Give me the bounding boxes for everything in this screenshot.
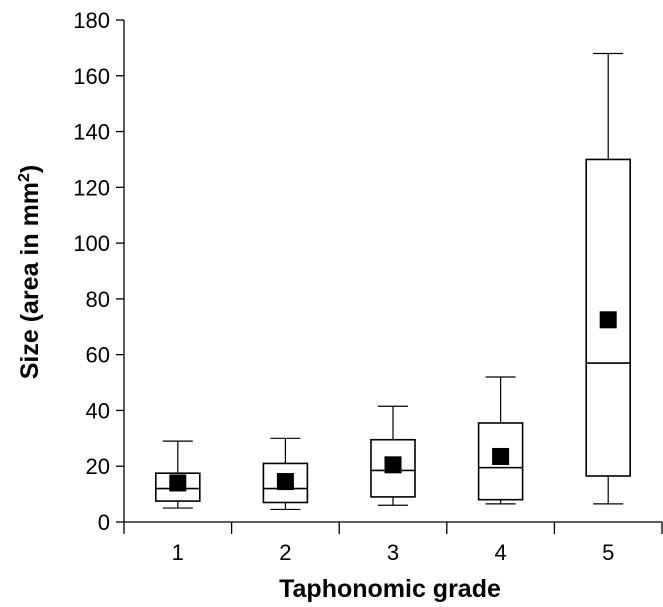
y-tick-label: 80 [86,287,110,312]
y-axis-title-superscript: 2 [16,173,33,182]
x-tick-label: 3 [387,540,399,565]
box-grade-3 [370,405,416,506]
y-tick-label: 40 [86,398,110,423]
y-tick-label: 60 [86,343,110,368]
mean-marker [492,447,510,465]
y-tick-label: 20 [86,454,110,479]
y-axis-title: Size (area in mm2) [16,165,44,380]
x-tick-label: 5 [602,540,614,565]
y-tick-label: 0 [98,510,110,535]
x-tick-label: 1 [172,540,184,565]
box-series [155,52,632,511]
x-axis-title: Taphonomic grade [279,575,501,603]
x-tick-label: 2 [279,540,291,565]
y-tick-label: 180 [73,8,110,33]
y-axis-title-main: Size (area in mm [16,182,44,379]
y-axis-title-close: ) [16,165,44,173]
x-tick-label: 4 [494,540,506,565]
box-grade-1 [155,440,201,509]
box-grade-2 [262,437,309,511]
y-tick-label: 160 [73,64,110,89]
y-tick-label: 100 [73,231,110,256]
y-axis: 0 20 40 60 80 100 120 140 160 180 [73,8,125,535]
mean-marker [384,456,402,474]
mean-marker [599,311,617,329]
x-axis: 1 2 3 4 5 [123,521,663,565]
y-tick-label: 120 [73,175,110,200]
mean-marker [276,473,294,491]
y-tick-label: 140 [73,120,110,145]
mean-marker [169,474,187,492]
box-grade-5 [585,52,632,505]
box-grade-4 [477,376,524,505]
